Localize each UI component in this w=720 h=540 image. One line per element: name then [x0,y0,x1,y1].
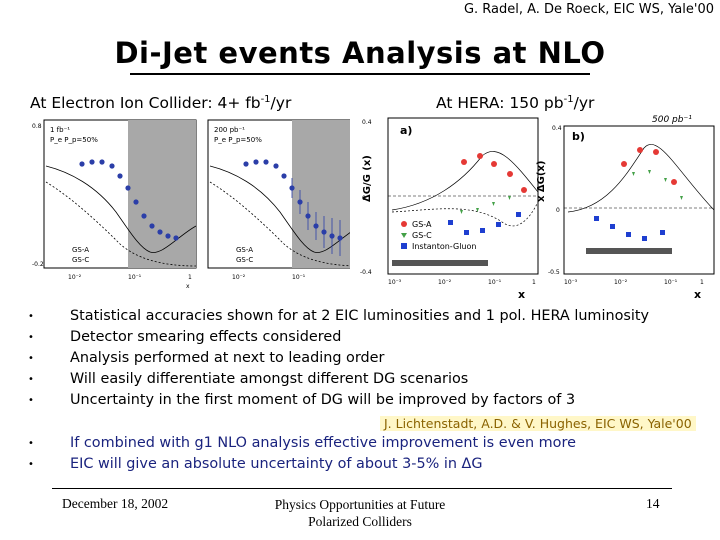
page-number: 14 [646,496,660,511]
hera-a-syst-band [392,260,488,266]
eic-left-legend-a: GS-A [72,246,89,254]
eic-left-ytick-top: 0.8 [32,123,42,130]
title-underline [130,73,590,75]
hera-plot-b: b) x ΔG(x) 0.4 0 -0.5 10⁻³ 10⁻² 10⁻¹ 1 x [536,125,715,301]
hera-b-xtick-2: 10⁻² [614,279,628,286]
bullet-text: Statistical accuracies shown for at 2 EI… [70,308,650,324]
eic-left-shaded-region [128,120,196,268]
bullet-marker: • [28,311,34,322]
eic-right-shaded-region [292,120,350,268]
bullet-text: Detector smearing effects considered [70,329,342,345]
hera-b-gsa-points [621,147,677,185]
bullet-marker: • [28,374,34,385]
hera-a-xtick-2: 10⁻² [438,279,452,286]
hera-lumi-tag: 500 pb⁻¹ [652,115,692,125]
hera-b-syst-band [586,248,672,254]
hera-a-xtick-1: 10⁻³ [388,279,402,286]
hera-b-xtick-4: 1 [700,279,704,286]
eic-left-xtick-2: 10⁻¹ [128,274,142,281]
hera-a-gsa-points [461,153,527,193]
hera-b-ytick-top: 0.4 [552,125,562,132]
hera-a-xtick-4: 1 [532,279,536,286]
eic-right-pol: P_e P_p=50% [214,136,262,144]
eic-left-xlabel: x [186,283,190,290]
hera-legend-gsa-marker [401,221,407,227]
hera-b-xtick-3: 10⁻¹ [664,279,678,286]
eic-left-legend-c: GS-C [72,256,89,264]
eic-right-legend-c: GS-C [236,256,253,264]
hera-a-ytick-zero: 0 [362,195,366,202]
citation: J. Lichtenstadt, A.D. & V. Hughes, EIC W… [380,416,696,431]
hera-a-tag: a) [400,124,412,137]
bullet-text: Uncertainty in the first moment of DG wi… [70,392,576,408]
eic-plot-left: 1 fb⁻¹ P_e P_p=50% GS-A GS-C 0.8 -0.2 10… [32,119,197,290]
hera-b-ylabel: x ΔG(x) [536,161,547,202]
hera-b-ytick-zero: 0 [556,207,560,214]
hera-plots: 500 pb⁻¹ a) ΔG/G (x) GS-A GS-C Instanton… [360,115,715,301]
bullet-text: Will easily differentiate amongst differ… [70,371,469,387]
eic-left-xtick-1: 10⁻² [68,274,82,281]
hera-b-instanton-points [594,216,665,241]
bullet-text: EIC will give an absolute uncertainty of… [70,456,483,472]
hera-label: At HERA: 150 pb-1/yr [436,94,594,112]
eic-right-lumi: 200 pb⁻¹ [214,126,245,134]
footer-date: December 18, 2002 [62,496,169,511]
hera-legend-gsc: GS-C [412,231,432,240]
hera-legend-gsa: GS-A [412,220,432,229]
hera-a-ylabel: ΔG/G (x) [362,155,373,202]
eic-left-pol: P_e P_p=50% [50,136,98,144]
hera-a-gsc-points [460,196,511,214]
hera-a-xtick-3: 10⁻¹ [488,279,502,286]
eic-right-xtick-1: 10⁻² [232,274,246,281]
eic-left-xtick-3: 1 [188,274,192,281]
hera-b-xlabel: x [694,288,701,301]
hera-b-xtick-1: 10⁻³ [564,279,578,286]
eic-label: At Electron Ion Collider: 4+ fb-1/yr [30,94,291,112]
eic-label-sup: -1 [260,94,271,105]
eic-label-text: At Electron Ion Collider: 4+ fb [30,94,261,113]
hera-b-ytick-bottom: -0.5 [548,269,560,276]
eic-plots: 1 fb⁻¹ P_e P_p=50% GS-A GS-C 0.8 -0.2 10… [32,119,350,290]
eic-right-error-bars [291,178,341,256]
hera-a-ytick-top: 0.4 [362,119,372,126]
eic-left-ytick-bottom: -0.2 [32,261,44,268]
hera-a-xlabel: x [518,288,525,301]
hera-a-ytick-bottom: -0.4 [360,269,372,276]
bullet-marker: • [28,353,34,364]
footer-center: Physics Opportunities at Future Polarize… [250,496,470,530]
eic-plot-right: 200 pb⁻¹ P_e P_p=50% GS-A GS-C 10⁻² 10⁻¹… [207,119,350,281]
bullet-marker: • [28,332,34,343]
eic-right-xtick-2: 10⁻¹ [292,274,306,281]
footer-center-line1: Physics Opportunities at Future [274,497,446,512]
hera-legend-instanton-marker [401,243,407,249]
hera-legend-instanton: Instanton-Gluon [412,242,476,251]
hera-label-text: At HERA: 150 pb [436,94,564,113]
eic-right-legend-a: GS-A [236,246,253,254]
hera-label-sup: -1 [563,94,574,105]
bullet-marker: • [28,438,34,449]
hera-b-gsc-points [632,170,683,200]
slide-authors: G. Radel, A. De Roeck, EIC WS, Yale'00 [463,2,714,17]
footer-rule [52,488,672,489]
bullet-marker: • [28,459,34,470]
slide-title: Di-Jet events Analysis at NLO [114,36,606,70]
hera-b-tag: b) [572,130,585,143]
eic-label-suffix: /yr [270,94,292,113]
hera-a-instanton-points [448,212,521,235]
bullet-text: Analysis performed at next to leading or… [70,350,385,366]
hera-legend-gsc-marker [401,233,407,238]
hera-plot-a: a) ΔG/G (x) GS-A GS-C Instanton-Gluon 0.… [360,117,539,301]
bullet-text: If combined with g1 NLO analysis effecti… [70,435,576,451]
eic-left-lumi: 1 fb⁻¹ [50,126,70,134]
eic-left-data-points [79,159,179,241]
bullet-marker: • [28,395,34,406]
footer-center-line2: Polarized Colliders [308,514,412,529]
hera-label-suffix: /yr [573,94,595,113]
